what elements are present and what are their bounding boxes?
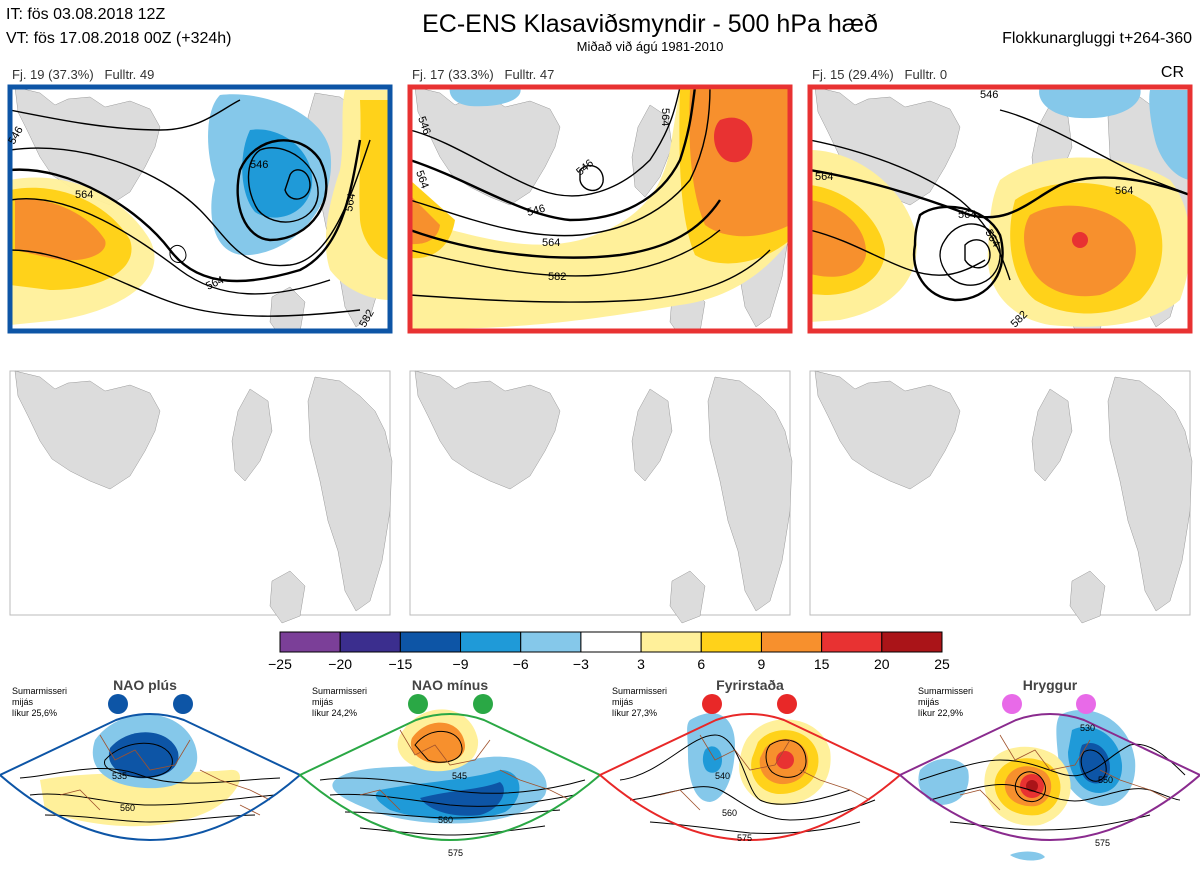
cluster-1-label: Fj. 19 (37.3%) Fulltr. 49	[12, 67, 155, 82]
regime-nao-plus-name: NAO plús	[113, 677, 177, 693]
colorbar-swatch	[399, 631, 462, 653]
regime-fyrirstada-dot-left	[702, 694, 722, 714]
colorbar-swatch	[460, 631, 522, 653]
contour-label: 546	[526, 203, 547, 219]
colorbar-tick-label: −9	[452, 656, 469, 672]
colorbar-swatch	[339, 631, 401, 653]
regime-nao-plus-mean: mijás	[12, 697, 34, 707]
page-title: EC-ENS Klasaviðsmyndir - 500 hPa hæð	[422, 10, 878, 38]
contour-label: 564	[958, 209, 976, 221]
colorbar-tick-label: 25	[934, 656, 950, 672]
contour-label: 564	[1115, 185, 1133, 197]
regime-nao-minus-frame	[298, 713, 602, 841]
colorbar-tick-label: 20	[874, 656, 890, 672]
colorbar-tick-label: 6	[697, 656, 706, 672]
cr-label: CR	[1160, 64, 1184, 81]
colorbar-swatch	[580, 631, 642, 653]
regime-hryggur-dot-right	[1076, 694, 1096, 714]
regime-fyrirstada-prob: líkur 27,3%	[612, 708, 657, 718]
regime-nao-minus-dot-left	[408, 694, 428, 714]
regime-nao-minus: NAO mínus Sumarmisseri mijás líkur 24,2%…	[298, 677, 602, 858]
colorbar-tick-label: 3	[637, 656, 645, 672]
classification-window: Flokkunargluggi t+264-360	[1002, 30, 1192, 47]
colorbar-swatch	[640, 631, 702, 653]
contour-label: 582	[548, 271, 566, 283]
contour-label: 560	[722, 808, 737, 818]
regime-nao-plus: NAO plús Sumarmisseri mijás líkur 25,6% …	[0, 677, 302, 841]
cluster-3-map: 546 564 564 564 564 582	[807, 84, 1193, 334]
page-subtitle: Miðað við ágú 1981-2010	[576, 39, 724, 54]
init-time: IT: fös 03.08.2018 12Z	[6, 6, 166, 23]
regime-fyrirstada: Fyrirstaða Sumarmisseri mijás líkur 27,3…	[598, 677, 902, 843]
cluster-3-frame	[807, 84, 1193, 334]
regime-fyrirstada-frame	[598, 713, 902, 841]
regime-nao-minus-mean: mijás	[312, 697, 334, 707]
regime-fyrirstada-mean: mijás	[612, 697, 634, 707]
colorbar-tick-label: 9	[757, 656, 766, 672]
contour-label: 560	[438, 815, 453, 825]
regime-fyrirstada-season: Sumarmisseri	[612, 686, 667, 696]
empty-map-1	[9, 370, 393, 624]
colorbar-swatch	[700, 631, 762, 653]
regime-hryggur-season: Sumarmisseri	[918, 686, 973, 696]
valid-time: VT: fös 17.08.2018 00Z (+324h)	[6, 30, 232, 47]
contour-label: 564	[413, 169, 431, 190]
regime-hryggur-mean: mijás	[918, 697, 940, 707]
regime-fyrirstada-dot-right	[777, 694, 797, 714]
contour-label: 540	[715, 771, 730, 781]
cluster-2-label: Fj. 17 (33.3%) Fulltr. 47	[412, 67, 555, 82]
colorbar-swatch	[881, 631, 943, 653]
contour-label: 530	[1080, 723, 1095, 733]
contour-label: 564	[542, 237, 560, 249]
regime-hryggur-prob: líkur 22,9%	[918, 708, 963, 718]
colorbar-swatch	[760, 631, 823, 653]
colorbar	[279, 631, 943, 653]
regime-hryggur: Hryggur Sumarmisseri mijás líkur 22,9% 5…	[898, 677, 1200, 861]
colorbar-tick-label: −25	[268, 656, 292, 672]
cluster-3-label: Fj. 15 (29.4%) Fulltr. 0	[812, 67, 948, 82]
contour-label: 575	[1095, 838, 1110, 848]
regime-nao-plus-season: Sumarmisseri	[12, 686, 67, 696]
contour-label: 546	[980, 89, 998, 101]
colorbar-tick-label: −6	[512, 656, 529, 672]
cluster-1-map: 546 564 564 564 546 582	[6, 84, 393, 334]
colorbar-tick-label: −3	[572, 656, 589, 672]
colorbar-tick-label: 15	[813, 656, 830, 672]
contour-label: 560	[120, 803, 135, 813]
colorbar-tick-label: −15	[388, 656, 413, 672]
cluster-2-map: 546 564 546 546 564 564 582	[407, 84, 793, 334]
regime-nao-plus-dot-right	[173, 694, 193, 714]
colorbar-swatch	[279, 631, 341, 653]
empty-map-2	[409, 370, 793, 624]
cluster-2-frame	[407, 84, 793, 334]
regime-nao-plus-frame	[0, 713, 302, 841]
contour-label: 564	[75, 189, 93, 201]
contour-label: 564	[815, 171, 833, 183]
contour-label: 564	[659, 108, 671, 126]
contour-label: 564	[343, 192, 358, 212]
regime-hryggur-frame	[898, 713, 1200, 841]
cluster-1-frame	[7, 84, 393, 334]
contour-label: 545	[452, 771, 467, 781]
empty-map-3	[809, 370, 1193, 624]
colorbar-swatch	[520, 631, 582, 653]
colorbar-tick-label: −20	[328, 656, 353, 672]
regime-nao-plus-prob: líkur 25,6%	[12, 708, 57, 718]
regime-nao-minus-season: Sumarmisseri	[312, 686, 367, 696]
contour-label: 575	[737, 833, 752, 843]
colorbar-swatch	[821, 631, 883, 653]
contour-label: 535	[112, 771, 127, 781]
regime-hryggur-name: Hryggur	[1023, 677, 1078, 693]
regime-nao-minus-name: NAO mínus	[412, 677, 488, 693]
contour-label: 546	[250, 159, 268, 171]
regime-nao-minus-prob: líkur 24,2%	[312, 708, 357, 718]
regime-nao-minus-dot-right	[473, 694, 493, 714]
contour-label: 575	[448, 848, 463, 858]
regime-fyrirstada-name: Fyrirstaða	[716, 677, 784, 693]
contour-label: 546	[415, 115, 433, 136]
regime-hryggur-dot-left	[1002, 694, 1022, 714]
contour-label: 550	[1098, 775, 1113, 785]
regime-nao-plus-dot-left	[108, 694, 128, 714]
